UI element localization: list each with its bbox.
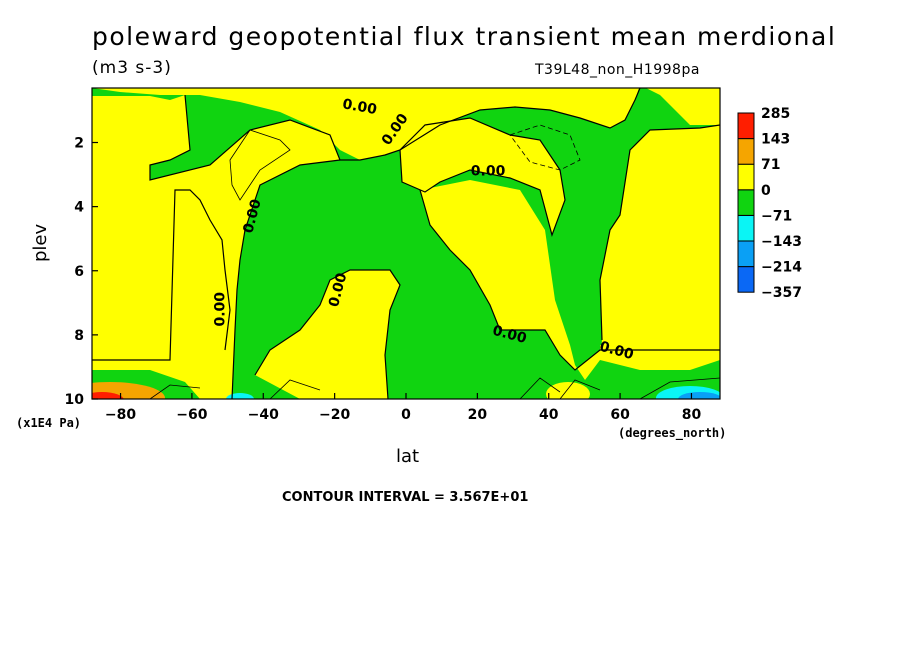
- x-tick-label: −40: [248, 407, 279, 423]
- legend-label: 143: [761, 132, 790, 148]
- contour-zero-6: [419, 189, 720, 371]
- contour-zero-7: [599, 124, 720, 341]
- contour-zero-2: [399, 117, 566, 237]
- legend-swatch: [737, 138, 755, 165]
- x-tick-label: 0: [401, 407, 411, 423]
- legend-label: −71: [761, 208, 792, 224]
- chart-title: poleward geopotential flux transient mea…: [92, 22, 837, 51]
- legend-label: −357: [761, 285, 802, 301]
- x-tick-label: 80: [682, 407, 702, 423]
- shade-region-cyan-south: [226, 393, 254, 399]
- legend-label: 71: [761, 157, 780, 173]
- shade-region-positive-midlat: [255, 270, 400, 399]
- contour-zero-1: [149, 88, 641, 181]
- legend-swatch: [737, 189, 755, 216]
- legend-swatch: [737, 214, 755, 242]
- y-ticks: 2 4 6 8 10: [65, 136, 98, 408]
- legend-label: −214: [761, 260, 802, 276]
- x-tick-label: 40: [539, 407, 559, 423]
- y-tick-label: 8: [74, 328, 84, 344]
- legend-label: −143: [761, 234, 802, 250]
- x-axis-label: lat: [396, 446, 420, 467]
- contour-surface-1: [149, 377, 720, 399]
- contour-negative-1: [509, 124, 581, 171]
- x-tick-label: 60: [610, 407, 630, 423]
- legend-swatch: [737, 112, 755, 140]
- x-tick-label: −60: [176, 407, 207, 423]
- y-axis-label: plev: [30, 223, 51, 262]
- color-legend: −357 −214 −143 −71 0 71 143 285: [737, 106, 802, 301]
- legend-label: 285: [761, 106, 790, 122]
- shade-region-red-south: [92, 392, 124, 399]
- shade-region-positive-upper: [92, 88, 720, 160]
- shade-region-positive-north-mid: [420, 125, 720, 399]
- contour-interval-label: CONTOUR INTERVAL = 3.567E+01: [282, 490, 529, 505]
- contour-zero-5: [254, 269, 401, 399]
- y-tick-label: 6: [74, 264, 84, 280]
- y-tick-label: 4: [74, 200, 84, 216]
- legend-swatch: [737, 163, 755, 191]
- units-label: (m3 s-3): [92, 58, 172, 78]
- run-label: T39L48_non_H1998pa: [535, 62, 700, 78]
- legend-swatch: [737, 240, 755, 268]
- legend-swatch: [737, 266, 755, 293]
- y-units-label: (x1E4 Pa): [16, 416, 82, 430]
- shade-region-positive-south-tongue: [92, 190, 230, 360]
- x-tick-label: −20: [319, 407, 350, 423]
- y-tick-label: 10: [65, 392, 85, 408]
- shade-region-positive-north-upper: [400, 118, 565, 235]
- legend-label: 0: [761, 183, 771, 199]
- shade-region-blue-north: [678, 392, 720, 399]
- shade-region-yellow-sfc-nh: [546, 382, 590, 399]
- x-tick-label: −80: [105, 407, 136, 423]
- contour-positive-1: [229, 129, 291, 201]
- x-units-label: (degrees_north): [618, 426, 727, 440]
- y-tick-label: 2: [74, 136, 84, 152]
- x-tick-label: 20: [468, 407, 488, 423]
- contour-zero-4: [92, 189, 236, 399]
- shade-region-positive-northeast: [600, 300, 720, 370]
- contour-label: 0.00: [212, 292, 228, 327]
- contour-zero-3: [234, 159, 341, 331]
- contour-label: 0.00: [471, 163, 506, 179]
- contour-label: 0.00: [341, 96, 378, 118]
- x-ticks: −80 −60 −40 −20 0 20 40 60 80: [105, 393, 702, 423]
